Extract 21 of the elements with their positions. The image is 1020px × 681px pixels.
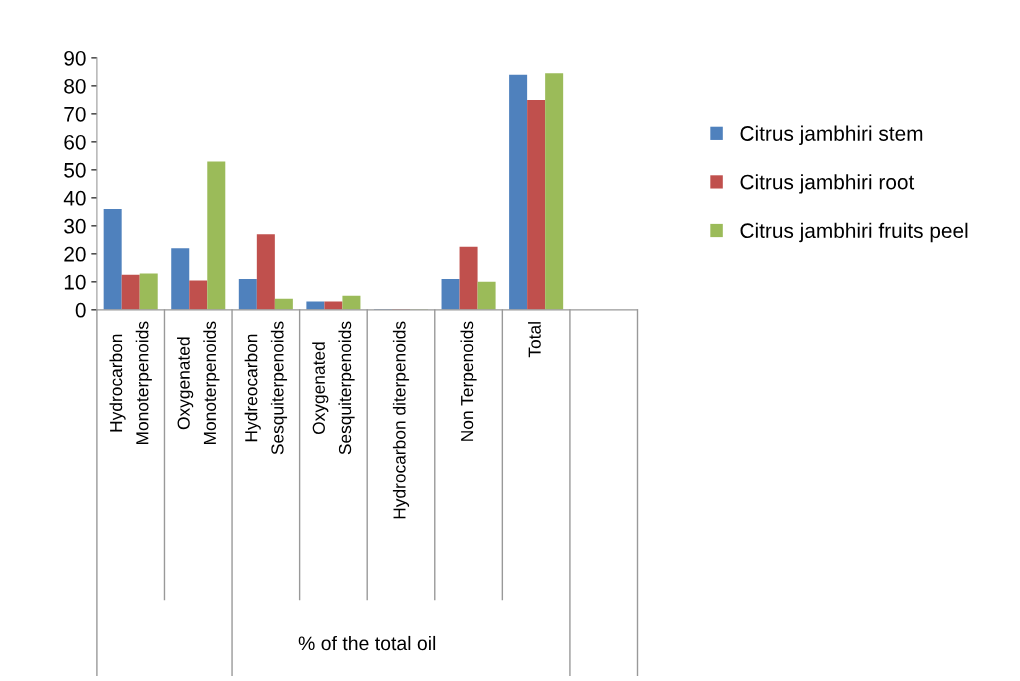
x-tick-label: Oxygenated Monoterpenoids: [177, 321, 220, 445]
x-tick-label: Total: [528, 322, 541, 358]
legend-label: Citrus jambhiri stem: [740, 125, 923, 145]
x-tick-label: Hydreocarbon Sesquiterpenoids: [244, 321, 288, 455]
y-tick-label: 0: [75, 302, 86, 318]
y-tick-label: 40: [63, 190, 86, 206]
x-tick-label: Non Terpenoids: [460, 321, 477, 441]
y-tick-label: 60: [64, 134, 86, 150]
y-tick-label: 70: [64, 106, 86, 122]
y-tick-label: 50: [64, 162, 86, 178]
y-tick-label: 30: [64, 218, 86, 234]
text: % of the total oil: [298, 635, 436, 651]
x-tick-label: Hydrocarbon Monoterpenoids: [109, 321, 152, 445]
y-tick-label: 10: [64, 274, 86, 290]
x-tick-label: Hydrocarbon diterpenoids: [392, 321, 410, 519]
x-tick-label: Oxygenated Sesquiterpenoids: [312, 321, 355, 455]
legend-label: Citrus jambhiri fruits peel: [740, 222, 968, 243]
y-tick-label: 20: [64, 246, 86, 262]
y-tick-label: 90: [64, 50, 86, 66]
y-tick-label: 80: [64, 78, 86, 94]
legend-label: Citrus jambhiri root: [740, 174, 915, 194]
